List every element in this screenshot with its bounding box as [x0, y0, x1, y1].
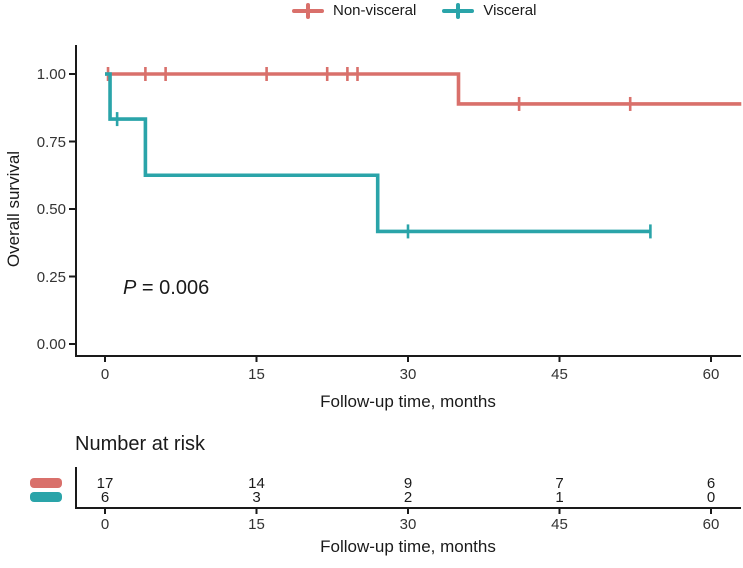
legend: Non-visceral Visceral	[292, 2, 536, 19]
x-axis-title: Follow-up time, months	[320, 392, 496, 411]
risk-count-visceral: 6	[100, 489, 110, 506]
risk-count-visceral: 3	[252, 489, 261, 506]
risk-group-swatch-non-visceral	[30, 478, 62, 488]
risk-count-non-visceral: 14	[248, 475, 265, 492]
x-tick-label: 60	[702, 366, 720, 383]
legend-label: Non-visceral	[333, 2, 417, 19]
risk-x-tick-label: 15	[248, 516, 265, 533]
x-tick-label: 15	[248, 366, 265, 383]
risk-x-tick-label: 45	[551, 516, 568, 533]
survival-curve-visceral	[105, 72, 651, 234]
risk-count-non-visceral: 7	[555, 475, 564, 492]
risk-x-tick-label: 0	[100, 516, 110, 533]
risk-count-non-visceral: 6	[706, 475, 716, 492]
y-tick-label: 1.00	[36, 66, 66, 83]
y-tick-label: 0.75	[36, 133, 66, 151]
survival-curve-non-visceral	[105, 72, 742, 106]
p-value-text: = 0.006	[136, 277, 210, 299]
risk-group-swatch-visceral	[30, 492, 62, 502]
x-tick-label: 30	[399, 366, 417, 383]
y-tick-label: 0.50	[36, 201, 66, 218]
p-value-symbol: P	[123, 277, 137, 299]
risk-count-visceral: 2	[403, 489, 413, 506]
x-tick-label: 0	[100, 366, 110, 383]
y-tick-label: 0.00	[36, 336, 66, 353]
risk-table-title: Number at risk	[75, 433, 206, 455]
risk-count-non-visceral: 9	[403, 475, 413, 492]
legend-item-visceral: Visceral	[442, 2, 536, 19]
risk-count-non-visceral: 17	[96, 475, 114, 492]
x-tick-label: 45	[551, 366, 568, 383]
risk-x-tick-label: 30	[399, 516, 417, 533]
legend-label: Visceral	[483, 2, 537, 19]
p-value-annotation: P = 0.006	[123, 277, 209, 300]
risk-table-x-axis-title: Follow-up time, months	[320, 537, 496, 556]
risk-count-visceral: 0	[706, 489, 716, 506]
censor-plus-icon	[292, 2, 324, 19]
censor-plus-icon	[442, 2, 475, 19]
y-tick-label: 0.25	[36, 268, 66, 286]
risk-x-tick-label: 60	[702, 516, 720, 533]
legend-item-non-visceral: Non-visceral	[292, 2, 416, 19]
risk-count-visceral: 1	[555, 489, 564, 506]
